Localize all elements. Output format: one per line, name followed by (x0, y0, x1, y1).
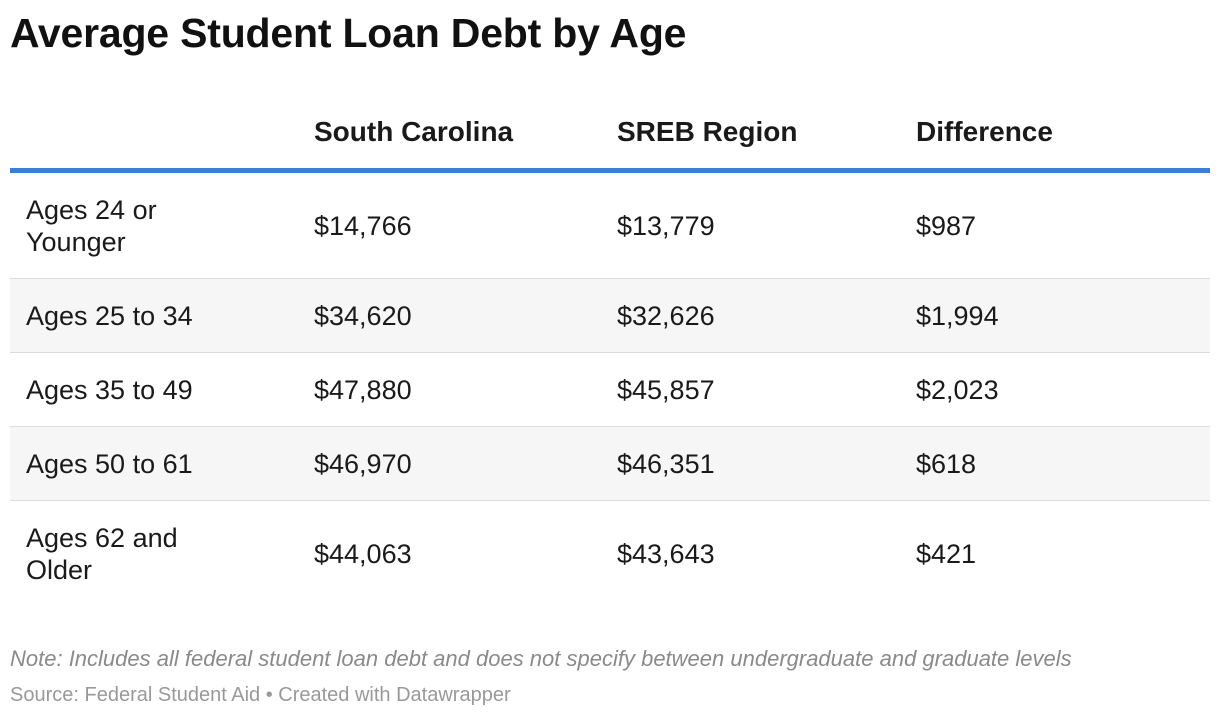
cell-sreb-region: $43,643 (617, 538, 715, 569)
cell-south-carolina: $46,970 (314, 448, 412, 479)
chart-note: Note: Includes all federal student loan … (10, 646, 1072, 671)
row-label: Ages 62 and Older (26, 522, 178, 585)
chart-title: Average Student Loan Debt by Age (10, 10, 687, 56)
table-header: South Carolina SREB Region Difference (10, 100, 1210, 173)
header-sreb-region: SREB Region (617, 116, 798, 147)
table-row: Ages 35 to 49 $47,880 $45,857 $2,023 (10, 353, 1210, 427)
table-row: Ages 50 to 61 $46,970 $46,351 $618 (10, 427, 1210, 501)
cell-difference: $1,994 (916, 300, 999, 331)
header-south-carolina: South Carolina (314, 116, 514, 147)
cell-sreb-region: $45,857 (617, 374, 715, 405)
table-row: Ages 25 to 34 $34,620 $32,626 $1,994 (10, 279, 1210, 353)
cell-difference: $421 (916, 538, 977, 569)
header-difference: Difference (916, 116, 1053, 147)
cell-sreb-region: $13,779 (617, 210, 715, 241)
table-row: Ages 62 and Older $44,063 $43,643 $421 (10, 501, 1210, 606)
cell-sreb-region: $32,626 (617, 300, 715, 331)
cell-south-carolina: $47,880 (314, 374, 412, 405)
row-label: Ages 24 or Younger (26, 194, 157, 257)
cell-difference: $987 (916, 210, 977, 241)
row-label: Ages 50 to 61 (26, 448, 193, 479)
cell-south-carolina: $14,766 (314, 210, 412, 241)
data-table: South Carolina SREB Region Difference Ag… (10, 100, 1210, 606)
row-label: Ages 25 to 34 (26, 300, 193, 331)
cell-difference: $618 (916, 448, 977, 479)
cell-difference: $2,023 (916, 374, 999, 405)
cell-south-carolina: $34,620 (314, 300, 412, 331)
table-row: Ages 24 or Younger $14,766 $13,779 $987 (10, 173, 1210, 279)
chart-source: Source: Federal Student Aid • Created wi… (10, 684, 511, 706)
row-label: Ages 35 to 49 (26, 374, 193, 405)
cell-south-carolina: $44,063 (314, 538, 412, 569)
cell-sreb-region: $46,351 (617, 448, 715, 479)
